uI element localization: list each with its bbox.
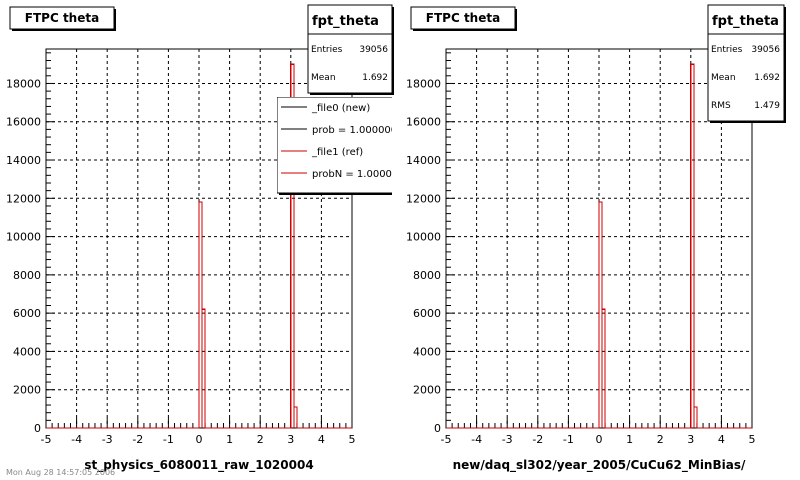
y-tick-label: 14000 — [6, 154, 41, 167]
x-tick-label: -1 — [163, 433, 174, 446]
stats-box — [707, 4, 785, 122]
x-tick-label: 2 — [257, 433, 264, 446]
y-tick-label: 8000 — [13, 269, 41, 282]
stats-value: 1.692 — [362, 73, 388, 83]
x-tick-label: 4 — [718, 433, 725, 446]
footer-timestamp: Mon Aug 28 14:57:05 2006 — [6, 468, 116, 477]
histogram-series-ref — [446, 63, 752, 429]
y-tick-label: 0 — [34, 422, 41, 435]
chart-title: FTPC theta — [426, 11, 500, 25]
stats-title: fpt_theta — [712, 14, 779, 29]
x-tick-label: -4 — [71, 433, 82, 446]
y-tick-label: 10000 — [406, 231, 441, 244]
y-tick-label: 10000 — [6, 231, 41, 244]
x-tick-label: -4 — [471, 433, 482, 446]
legend-label: prob = 1.000000 — [312, 125, 397, 136]
chart-panel-2: -5 -4 -3 -2 -1 0 1 2 3 4 5 0 2000 4000 6000 8000 10000 12… — [406, 4, 786, 473]
x-axis-label: new/daq_sl302/year_2005/CuCu62_MinBias/ — [453, 458, 746, 473]
x-tick-label: 0 — [196, 433, 203, 446]
x-tick-label: 3 — [287, 433, 294, 446]
stats-value: 39056 — [359, 45, 388, 55]
y-tick-label: 14000 — [406, 154, 441, 167]
y-tick-label: 18000 — [6, 77, 41, 90]
y-tick-label: 2000 — [413, 384, 441, 397]
stats-label: Entries — [311, 45, 343, 55]
stats-value: 39056 — [751, 45, 780, 55]
x-tick-label: -2 — [132, 433, 143, 446]
x-tick-label: 2 — [657, 433, 664, 446]
x-tick-label: 5 — [749, 433, 756, 446]
x-tick-label: -3 — [102, 433, 113, 446]
y-tick-label: 0 — [434, 422, 441, 435]
x-tick-label: -3 — [502, 433, 513, 446]
stats-title: fpt_theta — [312, 14, 379, 29]
y-tick-label: 4000 — [13, 345, 41, 358]
stats-label: Entries — [711, 45, 743, 55]
title-box — [410, 6, 516, 30]
y-tick-label: 12000 — [6, 192, 41, 205]
x-tick-label: 4 — [318, 433, 325, 446]
x-tick-label: -1 — [563, 433, 574, 446]
stats-box — [307, 4, 393, 94]
x-tick-label: 3 — [687, 433, 694, 446]
y-tick-label: 16000 — [406, 116, 441, 129]
x-tick-label: -5 — [41, 433, 52, 446]
stats-label: RMS — [711, 101, 731, 111]
legend-label: probN = 1.000000 — [312, 169, 405, 180]
legend-box — [277, 97, 392, 194]
chart-title: FTPC theta — [25, 11, 99, 25]
y-tick-label: 16000 — [6, 116, 41, 129]
y-tick-label: 18000 — [406, 77, 441, 90]
histogram-series-ref — [46, 63, 352, 429]
stats-label: Mean — [311, 73, 336, 83]
x-axis-label: st_physics_6080011_raw_1020004 — [84, 458, 313, 473]
stats-value: 1.692 — [754, 73, 780, 83]
x-tick-label: 0 — [596, 433, 603, 446]
chart-panel-1: -5 -4 -3 -2 -1 0 1 2 3 4 5 0 2000 4000 6000 8000 10000 12… — [6, 4, 405, 473]
legend: _file0 (new) prob = 1.000000 _file1 (ref) p… — [277, 97, 405, 195]
y-tick-label: 6000 — [413, 307, 441, 320]
x-tick-label: 1 — [226, 433, 233, 446]
y-tick-label: 8000 — [413, 269, 441, 282]
x-tick-label: 5 — [349, 433, 356, 446]
y-tick-label: 12000 — [406, 192, 441, 205]
y-tick-label: 4000 — [413, 345, 441, 358]
y-tick-label: 2000 — [13, 384, 41, 397]
stats-label: Mean — [711, 73, 736, 83]
stats-value: 1.479 — [754, 101, 780, 111]
legend-label: _file0 (new) — [311, 103, 370, 114]
x-tick-label: -2 — [532, 433, 543, 446]
legend-label: _file1 (ref) — [311, 147, 363, 158]
x-tick-label: 1 — [626, 433, 633, 446]
title-box — [9, 6, 115, 30]
x-tick-label: -5 — [441, 433, 452, 446]
y-tick-label: 6000 — [13, 307, 41, 320]
